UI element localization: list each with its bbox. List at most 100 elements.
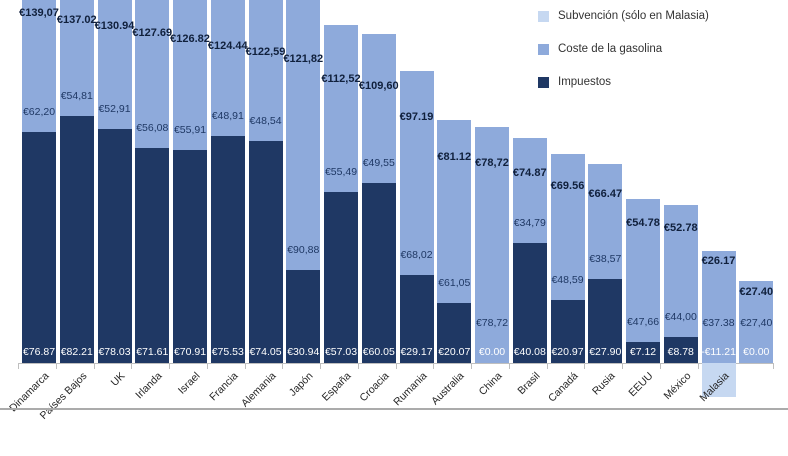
bar-segment-gasolina xyxy=(626,198,660,342)
bottom-border xyxy=(0,408,788,410)
bar-segment-impuestos xyxy=(22,132,56,363)
total-label: €137.02 xyxy=(56,13,97,26)
total-label: €124.44 xyxy=(207,39,248,52)
axis-tick xyxy=(357,363,359,369)
bar-segment-gasolina xyxy=(22,0,56,133)
impuestos-label: €60.05 xyxy=(362,346,395,358)
gasolina-label: €47,66 xyxy=(626,315,660,328)
impuestos-label: €78.03 xyxy=(98,346,131,358)
legend-swatch-subvencion-icon xyxy=(538,10,549,22)
total-label: €139,07 xyxy=(19,7,59,19)
bar-segment-gasolina xyxy=(475,126,509,363)
total-label: €69.56 xyxy=(550,180,585,193)
bar-segment-gasolina xyxy=(361,34,396,183)
bar-segment-subvencion xyxy=(701,363,736,397)
bar-segment-gasolina xyxy=(701,250,736,363)
bar-segment-gasolina xyxy=(97,0,132,129)
legend-item-gasolina: Coste de la gasolina xyxy=(538,43,709,55)
legend-label-subvencion: Subvención (sólo en Malasia) xyxy=(558,10,709,22)
total-label: €122,59 xyxy=(245,46,286,58)
bar-segment-gasolina xyxy=(248,0,283,141)
impuestos-label: €8.78 xyxy=(667,346,694,358)
bar-segment-impuestos xyxy=(210,136,245,363)
impuestos-label: €40.08 xyxy=(513,346,546,358)
impuestos-label: €0.00 xyxy=(478,346,506,358)
bar-segment-impuestos xyxy=(324,191,358,363)
axis-tick xyxy=(659,363,661,369)
total-label: €130.94 xyxy=(94,20,135,32)
impuestos-label: €76.87 xyxy=(22,346,56,358)
gasolina-label: €48,59 xyxy=(551,274,584,287)
bar-segment-impuestos xyxy=(550,300,585,363)
bar-segment-impuestos xyxy=(59,116,94,363)
total-label: €78,72 xyxy=(475,157,509,170)
axis-tick xyxy=(55,363,57,369)
legend: Subvención (sólo en Malasia) Coste de la… xyxy=(538,10,709,109)
total-label: €109,60 xyxy=(358,80,399,92)
plot-area: €139,07 €62,20 €76.87 Dinamarca €137.02 €54,8… xyxy=(7,0,774,422)
axis-tick xyxy=(735,363,737,369)
impuestos-label: €82.21 xyxy=(60,346,93,358)
total-label: €74.87 xyxy=(512,166,547,179)
total-label: €97.19 xyxy=(399,111,434,124)
bar-segment-gasolina xyxy=(286,0,321,271)
axis-tick xyxy=(546,363,548,369)
axis-tick xyxy=(584,363,586,369)
bar-segment-gasolina xyxy=(173,0,207,151)
axis-tick xyxy=(320,363,321,369)
axis-tick xyxy=(697,363,699,369)
total-label: €66.47 xyxy=(588,187,623,200)
gasolina-label: €48,91 xyxy=(211,110,244,123)
bar-segment-gasolina xyxy=(324,25,358,192)
impuestos-label: €7.12 xyxy=(629,346,657,358)
impuestos-label: €29.17 xyxy=(400,346,433,358)
bar-segment-impuestos xyxy=(399,275,434,363)
impuestos-label: €57.03 xyxy=(324,346,358,358)
bar-segment-impuestos xyxy=(286,270,321,363)
gasolina-label: €55,49 xyxy=(324,165,358,178)
bar-segment-impuestos xyxy=(663,336,698,363)
bar-segment-gasolina xyxy=(739,280,774,363)
total-label: €54.78 xyxy=(626,217,660,230)
axis-tick xyxy=(622,363,623,369)
gasolina-label: €54,81 xyxy=(60,90,93,103)
gasolina-label: €55,91 xyxy=(173,124,207,137)
impuestos-label: €30.94 xyxy=(287,346,320,358)
axis-tick xyxy=(206,363,208,369)
bar-segment-impuestos xyxy=(588,279,623,363)
legend-item-impuestos: Impuestos xyxy=(538,76,709,88)
total-label: €26.17 xyxy=(701,254,736,267)
impuestos-label: €20.07 xyxy=(438,346,471,358)
axis-tick xyxy=(131,363,133,369)
axis-tick xyxy=(169,363,170,369)
bar-segment-gasolina xyxy=(550,154,585,301)
bar-segment-gasolina xyxy=(437,119,472,303)
bar-segment-impuestos xyxy=(437,302,472,363)
impuestos-label: €20.97 xyxy=(551,346,584,358)
gasolina-label: €34,79 xyxy=(513,216,546,229)
axis-tick xyxy=(773,363,774,369)
total-label: €27.40 xyxy=(739,285,774,298)
gasolina-label: €61,05 xyxy=(438,276,471,289)
gasolina-label: €78,72 xyxy=(475,317,509,329)
gasolina-label: €44,00 xyxy=(664,310,697,323)
total-label: €112,52 xyxy=(321,72,361,85)
total-label: €81.12 xyxy=(437,151,472,164)
bar-segment-impuestos xyxy=(173,150,207,363)
axis-tick xyxy=(471,363,472,369)
bar-segment-gasolina xyxy=(588,163,623,280)
gasolina-label: €62,20 xyxy=(22,106,56,119)
bar-segment-gasolina xyxy=(135,0,170,149)
bar-segment-gasolina xyxy=(210,0,245,137)
axis-tick xyxy=(18,363,19,369)
gasolina-label: €52,91 xyxy=(98,102,131,115)
subvencion-label: -€11.21 xyxy=(701,346,736,358)
gasolina-label: €68,02 xyxy=(400,249,433,262)
bar-segment-impuestos xyxy=(512,242,547,363)
bar-segment-impuestos xyxy=(135,148,170,363)
gasolina-label: €56,08 xyxy=(136,122,169,135)
axis-tick xyxy=(433,363,435,369)
bar-segment-impuestos xyxy=(626,341,660,363)
axis-tick xyxy=(508,363,510,369)
legend-label-gasolina: Coste de la gasolina xyxy=(558,43,663,55)
